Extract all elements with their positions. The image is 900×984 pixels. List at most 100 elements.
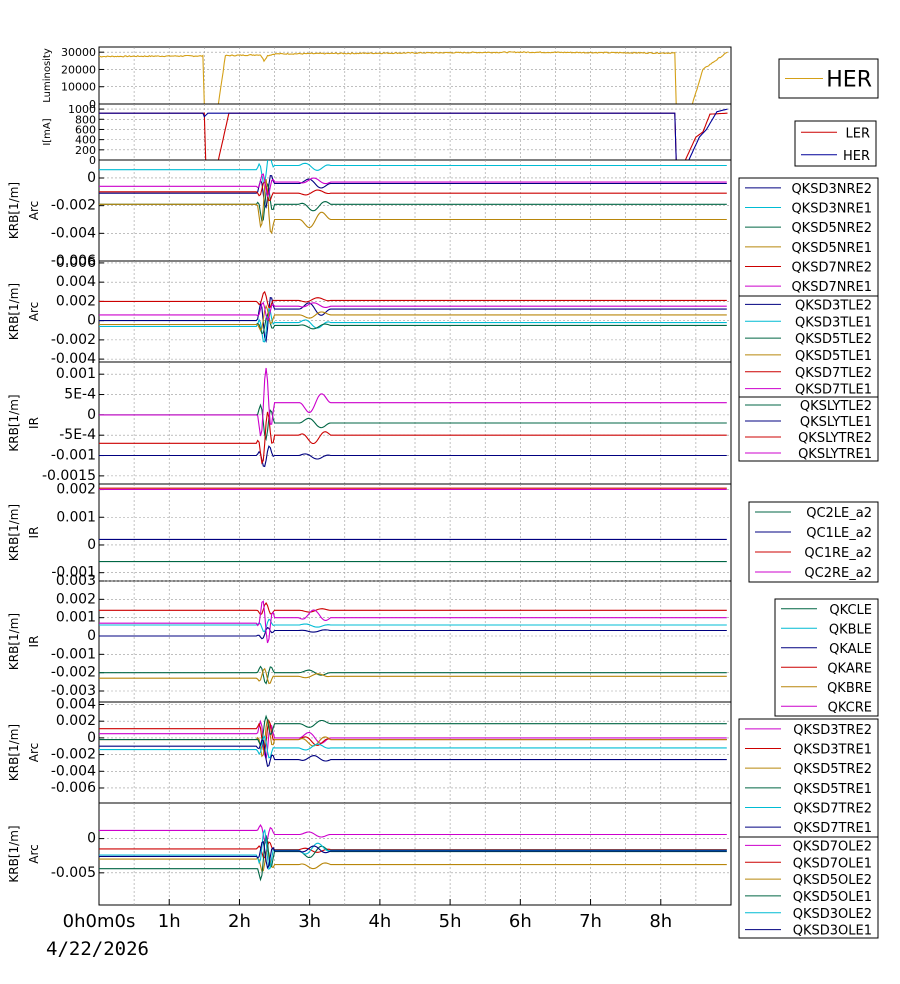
legend-entry: QKSLYTRE2	[798, 431, 872, 446]
y-tick-label: -0.0015	[42, 468, 96, 484]
y-tick-label: 0.002	[56, 591, 96, 607]
series-line-QKSD7TLE1	[99, 301, 727, 322]
y-tick-label: 0	[87, 537, 96, 553]
y-tick-label: 0	[87, 831, 96, 847]
y-tick-label: 0.004	[56, 697, 96, 713]
y-tick-label: 0	[87, 407, 96, 423]
legend-entry: QKSD7TRE1	[793, 821, 872, 836]
series-line-QKBRE	[99, 667, 727, 685]
legend-box	[738, 295, 879, 398]
y-tick-label: -5E-4	[59, 427, 96, 443]
y-tick-label: -0.001	[51, 565, 96, 581]
panel-1: 30000 20000 10000 0 Luminosity HER	[42, 46, 879, 111]
panel-5: 0.001 5E-4 0 -5E-4 -0.001 -0.0015 KRB[1/m] IR QK…	[7, 361, 879, 485]
series-line-QKSD7OLE1	[99, 841, 727, 859]
y-tick-label: 5E-4	[64, 387, 96, 403]
y-tick-label: -0.003	[51, 683, 96, 699]
y-axis-label: KRB[1/m]	[7, 283, 21, 340]
legend-box	[738, 396, 879, 462]
legend-panel-6: QC2LE_a2 QC1LE_a2 QC1RE_a2 QC2RE_a2	[748, 501, 879, 583]
series-line-HER	[99, 51, 728, 104]
y-tick-label: 30000	[61, 46, 96, 59]
legend-entry: QC2RE_a2	[804, 566, 872, 581]
y-tick-label: -0.004	[51, 763, 96, 779]
y-axis-sublabel: Arc	[27, 844, 41, 863]
series-line-QKSD5NRE1	[99, 178, 727, 235]
y-tick-label: 0	[87, 628, 96, 644]
legend-box	[774, 598, 879, 717]
legend-entry: QKSD3NRE2	[791, 182, 872, 197]
legend-box	[738, 177, 879, 297]
series-line-QKSD5NRE2	[99, 183, 727, 223]
x-tick-label: 6h	[509, 911, 532, 932]
legend-entry: QKSD3TLE2	[795, 298, 872, 313]
series-line-QKSD3NRE1	[99, 160, 727, 184]
series-line-QKSD5TRE1	[99, 714, 727, 747]
legend-entry: HER	[826, 68, 872, 93]
legend-entry: QKSD5NRE2	[791, 221, 872, 236]
y-tick-label: -0.002	[51, 198, 96, 214]
legend-entry: QKSD5NRE1	[791, 241, 872, 256]
legend-panel-2: LER HER	[794, 120, 877, 167]
y-tick-label: 0	[87, 730, 96, 746]
legend-panel-9: QKSD7OLE2 QKSD7OLE1 QKSD5OLE2 QKSD5OLE1 QKSD…	[738, 836, 879, 939]
x-tick-label: 4h	[368, 911, 391, 932]
y-axis-sublabel: Arc	[27, 201, 41, 220]
x-tick-label: 8h	[649, 911, 672, 932]
legend-entry: QKBLE	[829, 622, 872, 637]
series-line-QKSLYTLE2	[99, 403, 727, 442]
legend-entry: QKSD7TRE2	[793, 802, 872, 817]
series-line-QKBLE	[99, 618, 727, 633]
legend-entry: QKSLYTRE1	[798, 447, 872, 462]
legend-entry: QKSD3NRE1	[791, 202, 872, 217]
legend-entry: QKSD3OLE1	[793, 924, 872, 939]
y-tick-label: -0.002	[51, 665, 96, 681]
y-tick-label: 800	[75, 113, 96, 126]
series-line-QKSLYTRE1	[99, 367, 727, 437]
y-tick-label: -0.006	[51, 780, 96, 796]
y-axis-label: KRB[1/m]	[7, 613, 21, 670]
y-tick-label: 10000	[61, 81, 96, 94]
legend-panel-7: QKCLE QKBLE QKALE QKARE QKBRE QKCRE	[774, 598, 879, 717]
series-line-QKCRE	[99, 600, 727, 644]
y-tick-label: 1000	[68, 103, 96, 116]
legend-box	[748, 501, 879, 583]
y-tick-label: 0.003	[56, 573, 96, 589]
series-line-QKSD3NRE2	[99, 174, 727, 209]
legend-entry: QKSD7NRE1	[791, 280, 872, 295]
legend-entry: QKALE	[829, 642, 872, 657]
legend-entry: HER	[843, 149, 870, 164]
y-tick-label: 200	[75, 144, 96, 157]
legend-entry: QKSD7OLE2	[793, 839, 872, 854]
series-line-QKSD7TRE2	[99, 735, 727, 759]
y-tick-label: -0.002	[51, 332, 96, 348]
legend-entry: QKSD5TRE2	[793, 762, 872, 777]
legend-entry: QC1RE_a2	[804, 546, 872, 561]
series-line-QKSD7NRE1	[99, 173, 727, 198]
legend-entry: QKCRE	[828, 700, 872, 715]
y-axis-label: I[mA]	[42, 118, 53, 145]
series-line-QKSD7OLE2	[99, 824, 727, 845]
y-axis-label: Luminosity	[42, 48, 53, 103]
legend-box	[738, 836, 879, 939]
legend-entry: QKSD3TRE2	[793, 723, 872, 738]
series-line-QKSLYTLE1	[99, 445, 727, 468]
y-tick-label: 0.002	[56, 713, 96, 729]
y-tick-label: 0.001	[56, 366, 96, 382]
y-tick-label: 0.001	[56, 509, 96, 525]
legend-box	[794, 120, 877, 167]
legend-entry: QKSD3OLE2	[793, 907, 872, 922]
y-axis-label: KRB[1/m]	[7, 825, 21, 882]
x-tick-label: 0h0m0s	[63, 911, 136, 932]
y-tick-label: 0	[89, 98, 96, 111]
legend-entry: QKSD3TRE1	[793, 743, 872, 758]
legend-entry: QKSD7NRE2	[791, 261, 872, 276]
y-tick-label: -0.006	[51, 253, 96, 269]
x-tick-label: 5h	[439, 911, 462, 932]
y-tick-label: 400	[75, 134, 96, 147]
legend-panel-8: QKSD3TRE2 QKSD3TRE1 QKSD5TRE2 QKSD5TRE1 QKSD…	[738, 718, 879, 838]
